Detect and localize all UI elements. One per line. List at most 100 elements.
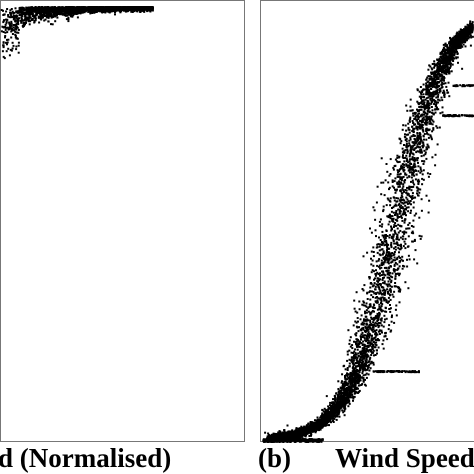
panel-a-point [4,35,7,37]
panel-b-point [349,389,352,392]
panel-a-point [71,10,74,12]
panel-b-point [370,294,373,297]
panel-b-point [437,70,440,73]
panel-b-point [360,342,363,345]
panel-b-point [345,374,348,377]
panel-b-point [386,288,389,291]
panel-a-point [11,33,14,35]
panel-a-point [142,10,145,13]
panel-b-point [385,257,387,259]
panel-b-point [418,216,421,219]
panel-a-point [63,7,66,10]
panel-a-point [11,29,13,32]
panel-a-point [10,15,13,18]
panel-b-point [362,304,365,307]
panel-b-point [385,240,388,243]
panel-b-point [341,385,344,387]
panel-a-point [50,8,53,11]
panel-b-point [348,349,351,352]
panel-a-point [115,7,118,10]
panel-b-point [426,143,429,146]
panel-a-point [38,21,41,24]
panel-b-point [379,278,382,281]
panel-b-point [366,298,369,300]
panel-b-point [376,324,379,327]
panel-a-point [87,7,90,10]
panel-b-point [435,96,438,99]
panel-b-point [403,240,406,243]
panel-a-point [8,16,11,19]
panel-b-point [407,235,410,238]
panel-b-point [409,148,412,151]
panel-a-point [22,23,25,26]
panel-b-point [390,316,393,319]
panel-a-point [20,11,23,14]
panel-b-point [410,225,413,227]
panel-a-point [91,12,94,14]
panel-b-point [395,197,398,200]
panel-a-point [139,10,142,13]
panel-b-point [354,341,357,344]
panel-b-point [450,70,453,73]
panel-b-point [417,178,420,181]
panel-b-point [411,146,414,149]
panel-b-point [421,146,424,149]
panel-a-point [95,8,98,11]
panel-a-point [110,6,113,9]
panel-b-point [424,98,427,101]
panel-b-point [393,186,395,189]
panel-b-point [360,338,362,341]
panel-b-point [416,128,419,131]
panel-a-point [39,14,42,17]
panel-a-point [50,23,52,26]
panel-b-point [411,120,414,122]
panel-b-point [380,296,383,299]
panel-b-point [337,390,340,393]
panel-b-point [425,121,428,124]
panel-a-point [47,6,50,9]
panel-b-point [416,262,419,265]
panel-a-point [17,18,20,21]
panel-b-point [419,123,422,126]
panel-a-point [5,50,8,53]
panel-b-point [363,345,366,348]
panel-b-point [386,276,389,279]
panel-b-point [354,310,357,313]
panel-a-point [123,9,126,12]
panel-a-point [65,7,68,10]
panel-b-point [456,56,459,59]
panel-b-point [392,206,395,209]
panel-a-point [148,7,151,10]
panel-a-point [76,8,79,11]
panel-a-point [24,17,27,19]
panel-a-point [104,11,107,14]
panel-a-point [120,10,123,13]
panel-b-point [400,179,403,182]
panel-b-point [353,299,356,302]
panel-a-point [50,16,53,19]
panel-b-point [410,171,413,174]
panel-b-point [321,409,324,412]
panel-b-point [467,35,470,38]
panel-b-point [411,240,414,243]
panel-b-point [386,301,389,304]
panel-a-point [130,9,132,12]
panel-b-point [351,393,354,396]
panel-a-point [25,19,28,22]
panel-a-point [24,23,26,26]
panel-b-point [341,380,343,383]
panel-b-point [358,371,361,374]
panel-b-point [335,392,338,395]
panel-a-point [72,6,75,9]
panel-b-point [350,358,353,361]
panel-b-point [412,164,415,167]
panel-a-point [37,8,40,11]
panel-b-point [390,241,393,244]
panel-a-point [91,6,94,9]
panel-b-point [410,109,413,112]
panel-a-point [15,31,18,34]
panel-a-point [12,12,15,15]
panel-b-point [378,224,381,227]
panel-b-point [362,255,365,258]
panel-b-plot-frame [260,0,474,442]
